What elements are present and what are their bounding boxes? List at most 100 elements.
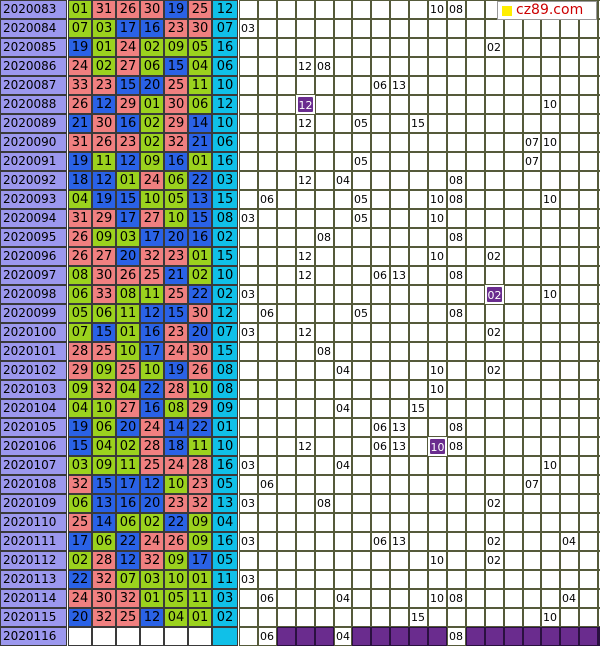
miss-cell — [390, 494, 409, 513]
miss-cell: 08 — [447, 228, 466, 247]
miss-cell — [466, 589, 485, 608]
miss-cell — [504, 570, 523, 589]
forecast-cell[interactable] — [409, 627, 428, 646]
miss-cell — [315, 475, 334, 494]
miss-cell — [560, 152, 579, 171]
miss-cell — [258, 95, 277, 114]
miss-cell — [579, 171, 598, 190]
forecast-cell[interactable] — [390, 627, 409, 646]
miss-cell — [428, 76, 447, 95]
miss-cell — [541, 209, 560, 228]
empty-blue-slot[interactable] — [212, 627, 238, 646]
miss-cell — [447, 247, 466, 266]
miss-cell: 06 — [371, 437, 390, 456]
miss-cell — [598, 342, 600, 361]
empty-ball-slot[interactable] — [188, 627, 212, 646]
miss-cell: 06 — [258, 589, 277, 608]
forecast-cell[interactable] — [428, 627, 447, 646]
miss-cell — [579, 304, 598, 323]
miss-cell — [466, 19, 485, 38]
miss-cell: 05 — [598, 19, 600, 38]
miss-cell: 06 — [258, 304, 277, 323]
red-ball-number: 04 — [188, 57, 212, 76]
site-logo[interactable]: cz89.com — [497, 1, 597, 20]
forecast-cell[interactable] — [560, 627, 579, 646]
miss-cell — [466, 304, 485, 323]
miss-cell — [352, 342, 371, 361]
empty-ball-slot[interactable] — [68, 627, 92, 646]
red-ball-number: 15 — [164, 304, 188, 323]
miss-cell: 04 — [334, 456, 352, 475]
forecast-cell[interactable] — [466, 627, 485, 646]
miss-cell — [560, 304, 579, 323]
miss-cell — [409, 304, 428, 323]
miss-cell — [523, 570, 541, 589]
forecast-cell[interactable] — [352, 627, 371, 646]
forecast-cell[interactable] — [315, 627, 334, 646]
forecast-cell[interactable] — [579, 627, 598, 646]
miss-cell — [541, 589, 560, 608]
forecast-cell[interactable] — [504, 627, 523, 646]
empty-ball-slot[interactable] — [116, 627, 140, 646]
miss-cell: 12 — [296, 57, 315, 76]
miss-cell — [239, 133, 258, 152]
miss-cell — [447, 114, 466, 133]
red-ball-number: 01 — [188, 608, 212, 627]
miss-cell — [485, 209, 504, 228]
miss-cell — [277, 266, 296, 285]
miss-cell — [352, 38, 371, 57]
red-ball-number: 12 — [140, 304, 164, 323]
miss-cell — [523, 513, 541, 532]
miss-cell — [560, 190, 579, 209]
miss-cell — [598, 418, 600, 437]
forecast-cell[interactable] — [277, 627, 296, 646]
miss-cell — [560, 551, 579, 570]
red-ball-number: 04 — [92, 437, 116, 456]
miss-cell — [466, 95, 485, 114]
forecast-cell[interactable] — [541, 627, 560, 646]
forecast-cell[interactable] — [523, 627, 541, 646]
miss-cell — [239, 190, 258, 209]
miss-cell — [239, 380, 258, 399]
red-ball-number: 01 — [116, 171, 140, 190]
miss-cell — [523, 323, 541, 342]
empty-ball-slot[interactable] — [92, 627, 116, 646]
miss-cell — [334, 570, 352, 589]
miss-cell — [334, 76, 352, 95]
empty-ball-slot[interactable] — [164, 627, 188, 646]
miss-cell — [541, 19, 560, 38]
miss-cell — [485, 114, 504, 133]
miss-cell — [560, 437, 579, 456]
miss-cell: 03 — [239, 456, 258, 475]
miss-cell — [598, 57, 600, 76]
blue-ball-number: 16 — [212, 532, 238, 551]
blue-ball-number: 02 — [212, 285, 238, 304]
miss-cell — [598, 361, 600, 380]
miss-cell — [504, 437, 523, 456]
miss-cell — [579, 152, 598, 171]
forecast-cell[interactable] — [371, 627, 390, 646]
miss-cell — [371, 475, 390, 494]
miss-cell: 08 — [447, 418, 466, 437]
miss-cell — [504, 133, 523, 152]
forecast-cell[interactable] — [296, 627, 315, 646]
miss-cell — [504, 456, 523, 475]
red-ball-number: 30 — [164, 95, 188, 114]
miss-cell — [598, 589, 600, 608]
miss-cell — [334, 494, 352, 513]
blue-ball-number: 03 — [212, 171, 238, 190]
red-ball-number: 33 — [92, 285, 116, 304]
red-ball-number: 29 — [92, 209, 116, 228]
miss-cell — [371, 19, 390, 38]
forecast-cell[interactable] — [485, 627, 504, 646]
miss-cell — [409, 266, 428, 285]
miss-cell — [409, 418, 428, 437]
empty-ball-slot[interactable] — [140, 627, 164, 646]
miss-cell — [541, 361, 560, 380]
red-ball-number: 11 — [92, 152, 116, 171]
miss-cell — [428, 95, 447, 114]
red-ball-number: 16 — [140, 19, 164, 38]
red-ball-number: 28 — [68, 342, 92, 361]
red-ball-number: 21 — [188, 133, 212, 152]
miss-cell: 08 — [447, 437, 466, 456]
